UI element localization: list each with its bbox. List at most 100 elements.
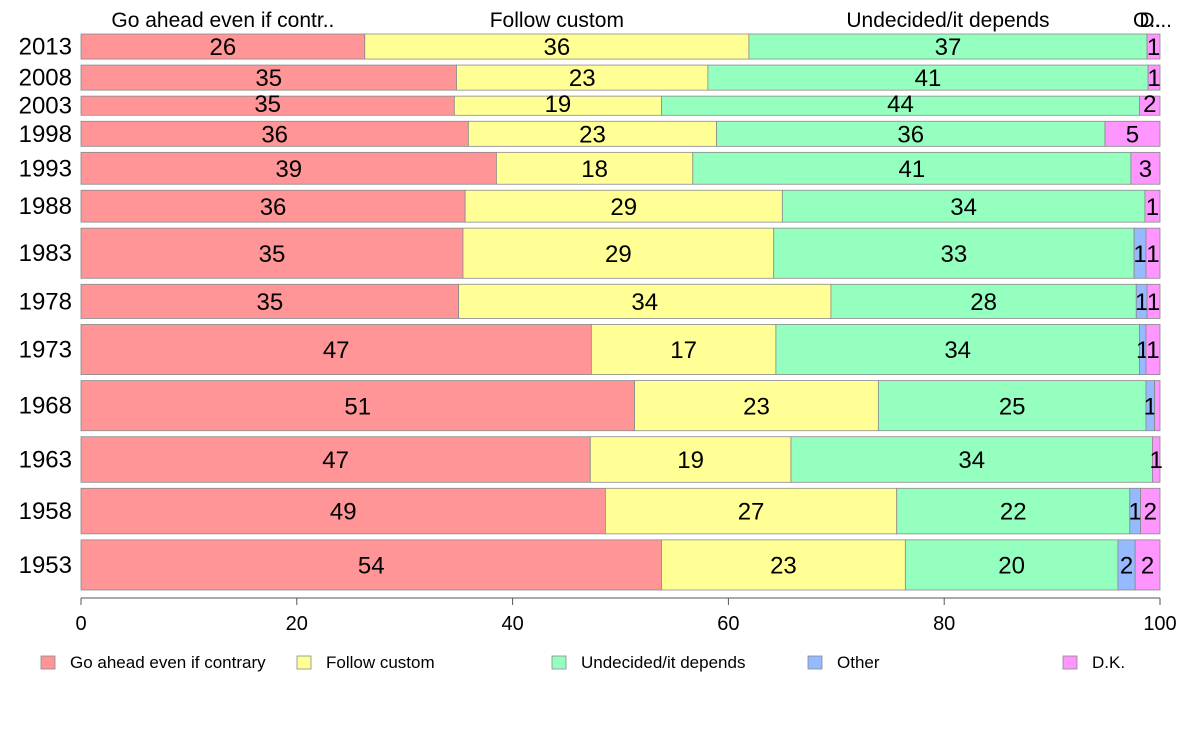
bar-segment [80, 324, 592, 375]
y-tick-label: 2008 [19, 65, 72, 92]
data-label: 2 [1143, 91, 1156, 118]
bar-segment [462, 227, 775, 279]
legend: Go ahead even if contrary Follow custom Un… [40, 653, 1125, 672]
bar-segment [634, 380, 879, 432]
bar-segment [1145, 324, 1161, 375]
x-tick-label: 20 [286, 613, 308, 635]
y-tick-label: 1993 [19, 155, 72, 182]
data-label: 35 [256, 289, 283, 316]
data-label: 47 [323, 337, 350, 364]
data-label: 19 [677, 447, 704, 474]
x-tick-label: 80 [933, 613, 955, 635]
data-label: 35 [259, 241, 286, 268]
data-label: 2 [1120, 553, 1133, 580]
bar-segment [1147, 64, 1161, 91]
bar-segment [80, 436, 591, 483]
legend-swatch [296, 655, 312, 670]
bar-segment [1154, 380, 1161, 432]
legend-label: Follow custom [326, 653, 435, 672]
legend-swatch [807, 655, 823, 670]
bar-segment [1130, 151, 1161, 185]
bar-segment [80, 120, 469, 147]
data-label: 26 [210, 34, 237, 61]
column-label: O.. [1133, 9, 1161, 32]
data-label: 35 [255, 65, 282, 92]
bar-segment [1140, 487, 1161, 535]
bar-segment [707, 64, 1149, 91]
bar-segment [830, 283, 1137, 319]
data-label: 1 [1146, 194, 1159, 221]
bar-segment [80, 539, 662, 591]
bar-segment [781, 189, 1146, 223]
data-label: 44 [887, 91, 914, 118]
data-label: 36 [260, 194, 287, 221]
data-label: 23 [743, 393, 770, 420]
data-label: 34 [944, 337, 971, 364]
data-label: 23 [770, 553, 797, 580]
bar-segment [661, 539, 906, 591]
bar-segment [1139, 95, 1161, 116]
x-tick-label: 100 [1143, 613, 1176, 635]
data-label: 29 [605, 241, 632, 268]
data-label: 20 [998, 553, 1025, 580]
bar-segment [604, 487, 898, 535]
data-label: 34 [631, 289, 658, 316]
column-label: Follow custom [490, 9, 624, 32]
data-label: 23 [579, 121, 606, 148]
x-tick-label: 60 [717, 613, 739, 635]
x-tick-label: 0 [75, 613, 86, 635]
y-tick-label: 1983 [19, 240, 72, 267]
legend-swatch [1062, 655, 1078, 670]
bar-segment [775, 324, 1140, 375]
data-label: 51 [344, 393, 371, 420]
y-tick-label: 2013 [19, 34, 72, 61]
y-tick-label: 1968 [19, 393, 72, 420]
data-label: 23 [569, 65, 596, 92]
legend-label: D.K. [1092, 653, 1125, 672]
column-label: Undecided/it depends [846, 9, 1049, 32]
bar-segment [80, 487, 606, 535]
bar-segment [1104, 120, 1161, 147]
data-label: 34 [950, 194, 977, 221]
y-tick-label: 2003 [19, 93, 72, 120]
legend-label: Undecided/it depends [581, 653, 745, 672]
bar-segment [80, 227, 464, 279]
bar-segment [790, 436, 1153, 483]
data-label: 39 [275, 156, 302, 183]
data-label: 41 [915, 65, 942, 92]
data-label: 27 [738, 499, 765, 526]
data-label: 22 [1000, 499, 1027, 526]
bar-segment [773, 227, 1135, 279]
data-label: 17 [670, 337, 697, 364]
data-label: 1 [1146, 337, 1159, 364]
y-tick-label: 1978 [19, 288, 72, 315]
y-tick-label: 1963 [19, 447, 72, 474]
bar-segment [716, 120, 1106, 147]
y-tick-label: 1988 [19, 193, 72, 220]
bar-segment [80, 189, 466, 223]
legend-label: Other [837, 653, 880, 672]
bar-segment [458, 283, 832, 319]
data-label: 1 [1147, 289, 1160, 316]
data-label: 25 [999, 393, 1026, 420]
bars: 26 36 37 135 23 41 135 19 44 236 23 36 539 18 41 336 29 3… [80, 33, 1163, 591]
data-label: 54 [358, 553, 385, 580]
y-tick-label: 1953 [19, 552, 72, 579]
data-label: 1 [1147, 65, 1160, 92]
bar-segment [590, 324, 777, 375]
bar-segment [1134, 539, 1161, 591]
data-label: 3 [1139, 156, 1152, 183]
data-label: 19 [545, 91, 572, 118]
bar-segment [456, 64, 709, 91]
bar-segment [877, 380, 1147, 432]
column-labels: Go ahead even if contr.. Follow custom Und… [111, 9, 1172, 32]
bar-segment [464, 189, 783, 223]
bar-segment [904, 539, 1119, 591]
data-label: 1 [1146, 241, 1159, 268]
legend-label: Go ahead even if contrary [70, 653, 266, 672]
data-label: 35 [254, 91, 281, 118]
data-label: 1 [1129, 499, 1142, 526]
data-label: 33 [941, 241, 968, 268]
data-label: 1 [1144, 393, 1157, 420]
